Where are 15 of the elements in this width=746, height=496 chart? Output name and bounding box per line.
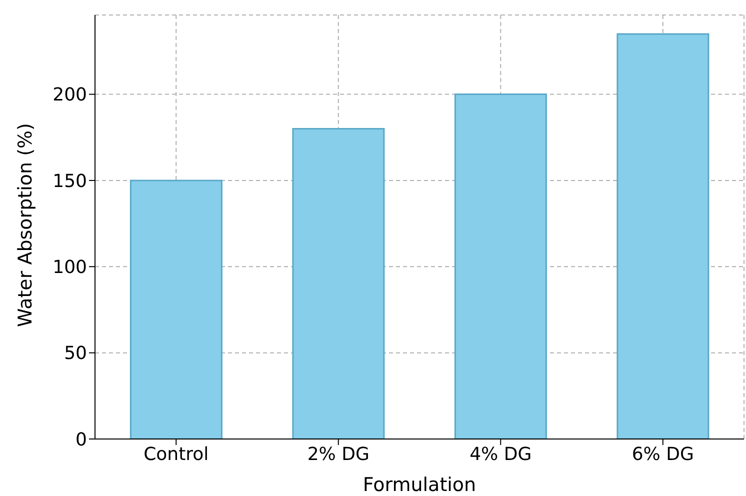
bar xyxy=(292,128,385,439)
y-tick-label: 50 xyxy=(64,343,87,364)
y-tick-label: 150 xyxy=(52,170,87,192)
x-tick-label: 6% DG xyxy=(632,444,694,465)
y-tick-label: 200 xyxy=(52,84,87,106)
bar xyxy=(130,180,222,439)
y-tick-label: 0 xyxy=(76,429,87,450)
bar xyxy=(454,94,547,439)
y-axis-title: Water Absorption (%) xyxy=(14,123,37,327)
y-tick-label: 100 xyxy=(52,257,87,278)
x-tick-label: Control xyxy=(144,444,209,465)
x-tick-label: 4% DG xyxy=(470,444,532,465)
bar xyxy=(616,33,710,439)
x-axis-title: Formulation xyxy=(362,474,476,496)
x-tick-label: 2% DG xyxy=(307,444,370,465)
